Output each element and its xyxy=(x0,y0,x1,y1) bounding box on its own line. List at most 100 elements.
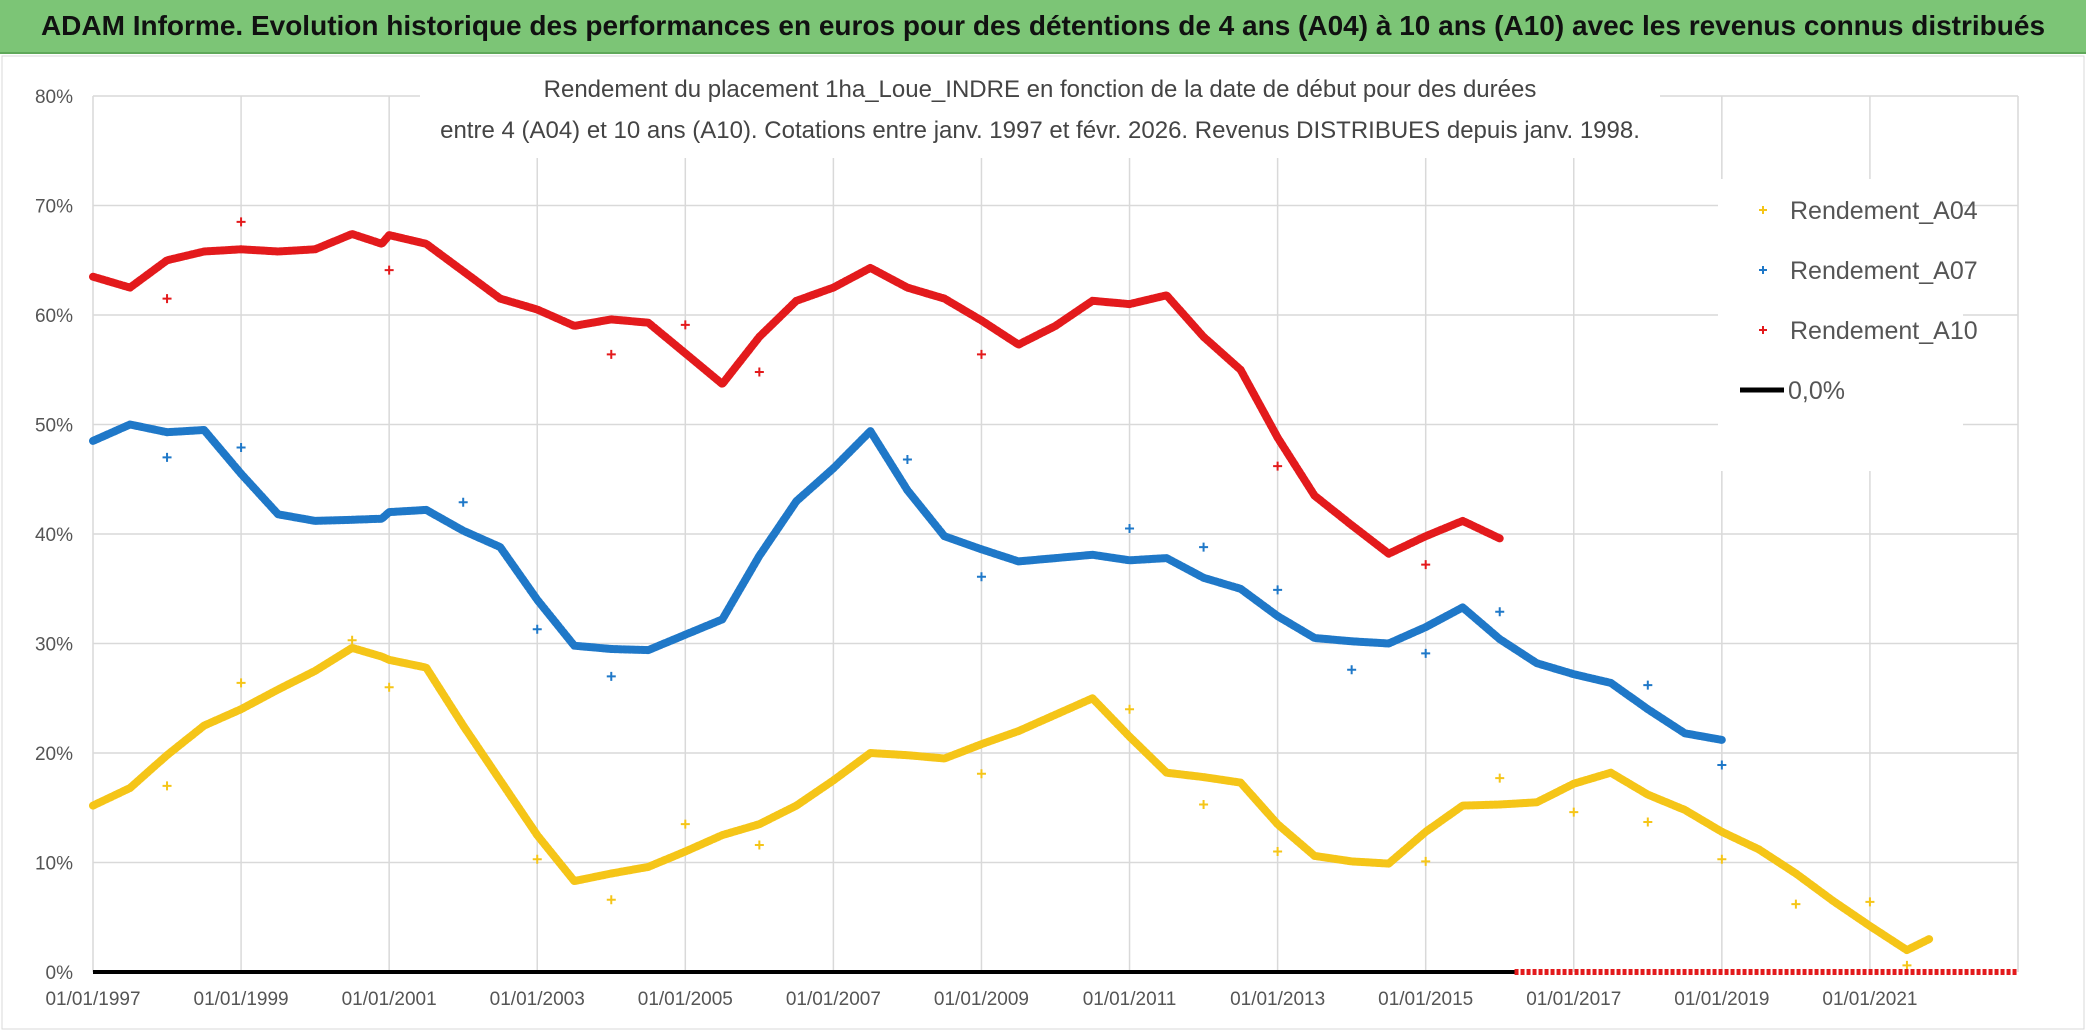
data-point xyxy=(378,515,386,523)
outlier-point xyxy=(384,265,394,275)
outlier-point xyxy=(1865,897,1875,907)
data-point xyxy=(1311,634,1319,642)
legend-entry: Rendement_A10 xyxy=(1759,317,1978,345)
data-point xyxy=(1348,521,1356,529)
data-point xyxy=(829,776,837,784)
y-tick-label: 20% xyxy=(35,744,73,765)
x-tick-label: 01/01/1997 xyxy=(45,989,140,1010)
x-tick-label: 01/01/2005 xyxy=(638,989,733,1010)
legend-label: 0,0% xyxy=(1788,377,1845,405)
data-point xyxy=(459,527,467,535)
data-point xyxy=(1348,637,1356,645)
axes: 0% 10% 20% 30% 40% 50% 60% 70% 80% 01/01/1997 01/0… xyxy=(35,87,1918,1010)
data-point xyxy=(1052,322,1059,330)
data-point xyxy=(533,306,541,313)
outlier-point xyxy=(162,781,172,791)
data-point xyxy=(1052,711,1059,719)
outlier-point xyxy=(162,294,172,304)
legend-marker xyxy=(1759,266,1767,274)
data-point xyxy=(274,248,282,255)
data-point xyxy=(607,870,615,877)
data-point xyxy=(1052,554,1059,562)
legend-marker xyxy=(1759,206,1767,214)
outlier-point xyxy=(680,320,690,330)
outlier-point xyxy=(1273,847,1283,857)
series-rendement_a07 xyxy=(89,420,1727,770)
series-line xyxy=(89,643,1934,955)
data-point xyxy=(1681,806,1689,814)
data-point xyxy=(940,295,948,303)
data-point xyxy=(1607,769,1615,777)
outlier-point xyxy=(976,349,986,359)
outlier-point xyxy=(754,840,764,850)
data-point xyxy=(1237,366,1245,374)
data-point xyxy=(1126,556,1133,564)
legend-marker xyxy=(1759,326,1767,334)
data-point xyxy=(978,545,985,553)
outlier-point xyxy=(236,217,246,227)
x-tick-label: 01/01/2001 xyxy=(342,989,437,1010)
series-line xyxy=(89,420,1726,744)
outlier-point xyxy=(236,678,246,688)
outlier-point xyxy=(1902,960,1912,970)
data-point xyxy=(348,230,356,238)
data-point xyxy=(311,517,319,525)
data-point xyxy=(126,421,134,428)
outlier-point xyxy=(976,769,986,779)
data-point xyxy=(755,333,763,341)
data-point xyxy=(570,877,578,885)
data-point xyxy=(200,248,208,255)
data-point xyxy=(903,486,911,494)
data-point xyxy=(1274,612,1282,620)
outlier-point xyxy=(1199,799,1209,809)
data-point xyxy=(1718,828,1726,836)
x-tick-label: 01/01/1999 xyxy=(194,989,289,1010)
data-point xyxy=(755,552,763,560)
data-point xyxy=(1237,585,1245,593)
y-tick-label: 0% xyxy=(46,963,74,984)
y-tick-label: 10% xyxy=(35,854,73,875)
outlier-point xyxy=(162,452,172,462)
data-point xyxy=(829,284,837,292)
data-point xyxy=(348,644,356,652)
outlier-point xyxy=(1125,704,1135,714)
data-point xyxy=(978,740,985,748)
data-point xyxy=(422,506,430,514)
series-line xyxy=(89,230,1504,558)
outlier-point xyxy=(1421,856,1431,866)
data-point xyxy=(459,267,467,275)
data-point xyxy=(718,615,726,623)
legend-entry: Rendement_A07 xyxy=(1759,257,1978,285)
data-point xyxy=(903,284,911,292)
data-point xyxy=(1311,492,1319,500)
data-point xyxy=(89,437,97,445)
data-point xyxy=(1163,554,1171,562)
data-point xyxy=(1755,845,1763,853)
data-point xyxy=(126,784,134,792)
data-point xyxy=(1237,779,1245,787)
data-point xyxy=(496,543,504,551)
series-layer xyxy=(89,217,2018,975)
data-point xyxy=(237,470,245,478)
data-point xyxy=(829,464,837,472)
outlier-point xyxy=(1273,585,1283,595)
x-tick-label: 01/01/2009 xyxy=(934,989,1029,1010)
data-point xyxy=(1015,341,1022,349)
outlier-point xyxy=(1199,542,1209,552)
data-point xyxy=(274,510,282,518)
outlier-point xyxy=(1273,461,1283,471)
data-point xyxy=(978,317,985,324)
outlier-point xyxy=(532,624,542,634)
data-point xyxy=(1644,791,1652,799)
data-point xyxy=(1422,828,1430,836)
y-tick-label: 30% xyxy=(35,635,73,656)
report-banner: ADAM Informe. Evolution historique des p… xyxy=(0,0,2086,54)
data-point xyxy=(903,751,911,759)
data-point xyxy=(200,722,208,730)
data-point xyxy=(1496,534,1504,542)
data-point xyxy=(792,297,800,305)
outlier-point xyxy=(1791,899,1801,909)
data-point xyxy=(459,722,467,730)
data-point xyxy=(1718,736,1726,744)
outlier-point xyxy=(1125,524,1135,534)
